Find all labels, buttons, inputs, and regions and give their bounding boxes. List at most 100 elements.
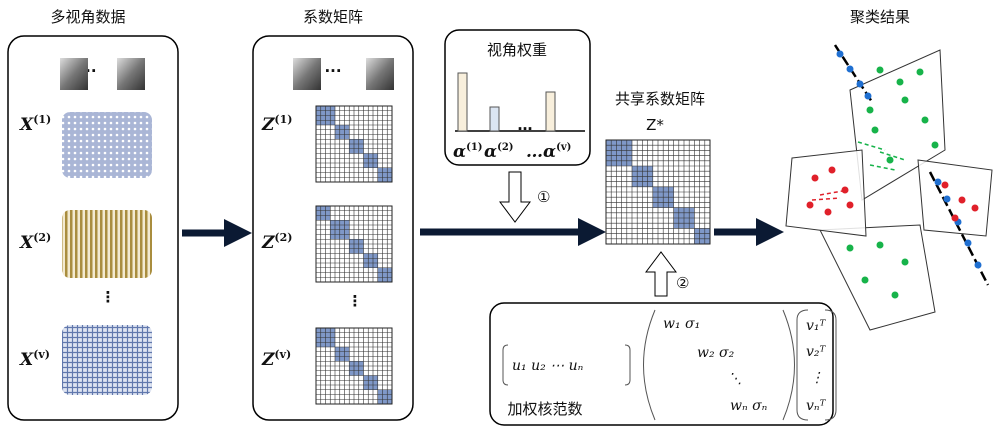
math-label: Z(v) bbox=[261, 348, 291, 370]
cluster-point bbox=[847, 66, 854, 73]
cluster-point bbox=[922, 117, 929, 124]
panel-title: 多视角数据 bbox=[50, 8, 125, 26]
block bbox=[378, 390, 392, 404]
label-base: Z bbox=[261, 350, 275, 370]
plane bbox=[786, 150, 866, 236]
label-sup: (2) bbox=[274, 231, 292, 244]
step-label: ② bbox=[676, 274, 689, 292]
cluster-point bbox=[862, 277, 869, 284]
face-image bbox=[117, 58, 145, 90]
cluster-point bbox=[959, 197, 966, 204]
sigma-entry: ⋱ bbox=[728, 371, 742, 387]
block bbox=[349, 239, 363, 253]
label-sup: (1) bbox=[274, 113, 292, 126]
coefficient-matrix bbox=[606, 140, 710, 244]
weight-bar bbox=[458, 73, 467, 131]
cluster-point bbox=[887, 157, 894, 164]
step-label: ① bbox=[537, 188, 550, 206]
weight-bar bbox=[546, 92, 555, 131]
weight-bar bbox=[490, 107, 499, 131]
block bbox=[364, 376, 378, 390]
label-sup: (2) bbox=[33, 231, 51, 244]
block bbox=[316, 206, 330, 220]
label-sup: (1) bbox=[466, 142, 482, 153]
label-sup: (v) bbox=[274, 348, 291, 361]
cluster-point bbox=[812, 175, 819, 182]
sigma-entry: w₂ σ₂ bbox=[697, 345, 735, 361]
math-label: Z(2) bbox=[261, 231, 293, 253]
label-base: Z bbox=[261, 233, 275, 253]
math-label: α(2) bbox=[484, 142, 514, 162]
cluster-point bbox=[807, 202, 814, 209]
label-sup: (v) bbox=[556, 142, 571, 153]
block bbox=[364, 154, 378, 168]
face-image bbox=[293, 58, 321, 90]
outline-arrow bbox=[500, 172, 530, 222]
label-base: …α bbox=[526, 142, 556, 162]
label-sup: (v) bbox=[33, 348, 50, 361]
cluster-point bbox=[857, 81, 864, 88]
cluster-point bbox=[902, 259, 909, 266]
cluster-point bbox=[965, 240, 972, 247]
label-sup: (1) bbox=[33, 113, 51, 126]
block bbox=[694, 228, 710, 244]
shared-symbol: Z* bbox=[646, 116, 664, 134]
math-label: X(v) bbox=[19, 348, 50, 370]
matrix-grid bbox=[606, 140, 710, 244]
data-matrix bbox=[62, 325, 152, 395]
diagram: 多视角数据 系数矩阵 视角权重 共享系数矩阵 Z* 聚类结果 ① ② ··· ·… bbox=[0, 0, 998, 428]
math-label: α(1) bbox=[453, 142, 483, 162]
sigma-entry: w₁ σ₁ bbox=[663, 316, 700, 332]
cluster-point bbox=[847, 202, 854, 209]
ellipsis: ⋮ bbox=[101, 288, 116, 306]
cluster-point bbox=[902, 97, 909, 104]
cluster-point bbox=[825, 209, 832, 216]
cluster-point bbox=[932, 142, 939, 149]
v-vector: v₂ᵀ bbox=[806, 344, 827, 360]
cluster-point bbox=[972, 205, 979, 212]
cluster-point bbox=[897, 79, 904, 86]
block bbox=[606, 140, 632, 166]
cluster-point bbox=[842, 187, 849, 194]
cluster-point bbox=[829, 167, 836, 174]
block bbox=[364, 254, 378, 268]
cluster-point bbox=[944, 196, 951, 203]
cluster-point bbox=[877, 242, 884, 249]
ellipsis: ··· bbox=[324, 62, 341, 80]
sigma-entry: wₙ σₙ bbox=[730, 398, 768, 414]
coefficient-matrix bbox=[316, 206, 392, 282]
block bbox=[335, 347, 349, 361]
cluster-point bbox=[935, 179, 942, 186]
cluster-point bbox=[952, 215, 959, 222]
cluster-point bbox=[975, 262, 982, 269]
math-label: X(1) bbox=[19, 113, 51, 135]
math-label: Z(1) bbox=[261, 113, 293, 135]
v-vector: v₁ᵀ bbox=[806, 318, 827, 334]
coefficient-matrix bbox=[316, 328, 392, 404]
math-label: X(2) bbox=[19, 231, 51, 253]
cluster-point bbox=[942, 182, 949, 189]
panel-title: 系数矩阵 bbox=[303, 8, 363, 26]
v-vector: vₙᵀ bbox=[806, 398, 827, 414]
cluster-point bbox=[837, 51, 844, 58]
weights-title: 视角权重 bbox=[487, 41, 547, 59]
cluster-planes bbox=[786, 50, 992, 330]
block bbox=[349, 361, 363, 375]
result-title: 聚类结果 bbox=[850, 8, 910, 26]
ellipsis: ⋮ bbox=[348, 292, 363, 310]
cluster-point bbox=[917, 69, 924, 76]
shared-title: 共享系数矩阵 bbox=[615, 90, 705, 108]
label-base: X bbox=[19, 350, 34, 370]
outline-arrow bbox=[646, 252, 676, 296]
block bbox=[335, 125, 349, 139]
v-vector: ⋮ bbox=[810, 370, 824, 386]
block bbox=[378, 268, 392, 282]
u-vectors: u₁ u₂ ⋯ uₙ bbox=[512, 358, 584, 374]
data-matrix bbox=[62, 112, 152, 178]
cluster-point bbox=[847, 245, 854, 252]
coefficient-matrix bbox=[316, 106, 392, 182]
label-base: X bbox=[19, 115, 34, 135]
label-base: α bbox=[484, 142, 497, 162]
face-image bbox=[366, 58, 394, 90]
cluster-point bbox=[877, 67, 884, 74]
